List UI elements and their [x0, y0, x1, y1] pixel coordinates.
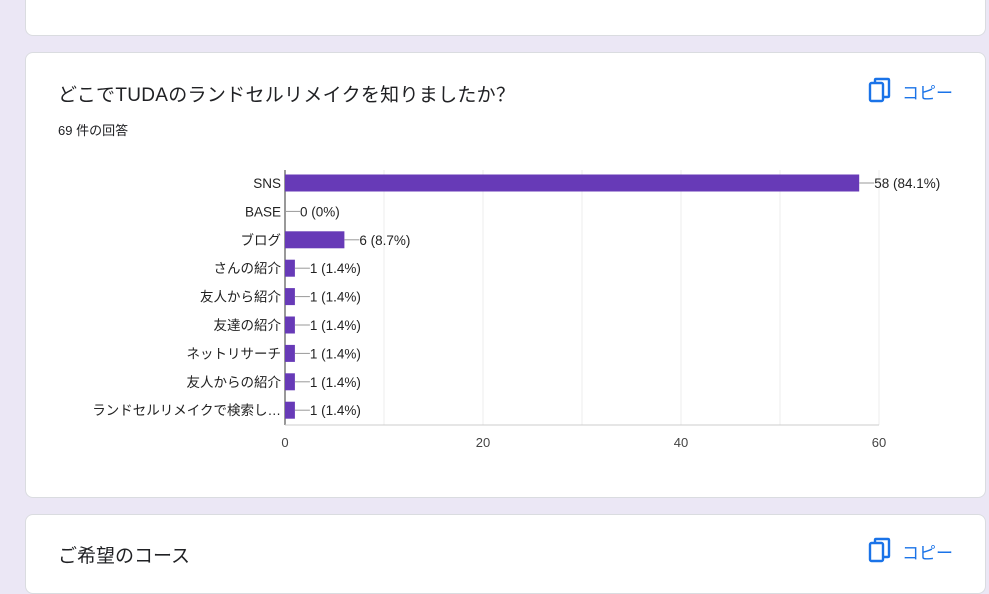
- x-tick-label: 20: [476, 435, 490, 450]
- x-tick-label: 0: [281, 435, 288, 450]
- bar: [285, 401, 295, 419]
- category-label: BASE: [245, 204, 281, 219]
- copy-icon: [868, 537, 892, 565]
- next-question-title: ご希望のコース: [58, 546, 191, 567]
- category-label: 友達の紹介: [214, 318, 282, 333]
- category-label: 友人からの紹介: [187, 375, 282, 390]
- category-label: 友人から紹介: [200, 290, 281, 305]
- bar: [285, 231, 345, 249]
- question-title: どこでTUDAのランドセルリメイクを知りましたか？: [58, 85, 516, 106]
- next-copy-chart-button[interactable]: コピー: [868, 537, 953, 565]
- bar: [285, 174, 860, 192]
- value-label: 1 (1.4%): [310, 318, 361, 333]
- copy-icon: [868, 77, 892, 105]
- copy-label: コピー: [902, 83, 953, 103]
- value-label: 58 (84.1%): [874, 176, 940, 191]
- bar: [285, 316, 295, 334]
- response-count: 69 件の回答: [58, 123, 129, 138]
- question-summary-card: どこでTUDAのランドセルリメイクを知りましたか？ 69 件の回答 コピー 0 2…: [25, 52, 986, 498]
- copy-label: コピー: [902, 543, 953, 563]
- bar-chart: 0 20 40 60 SNS 58 (84.1%) BASE 0 (0%) ブログ 6 (8.7%…: [26, 53, 987, 499]
- value-label: 0 (0%): [300, 204, 340, 219]
- value-label: 1 (1.4%): [310, 290, 361, 305]
- category-label: SNS: [253, 176, 281, 191]
- bar: [285, 373, 295, 391]
- category-label: ランドセルリメイクで検索し…: [92, 403, 281, 418]
- value-label: 1 (1.4%): [310, 375, 361, 390]
- value-label: 1 (1.4%): [310, 403, 361, 418]
- value-label: 1 (1.4%): [310, 346, 361, 361]
- category-label: ネットリサーチ: [187, 346, 282, 361]
- bar: [285, 288, 295, 306]
- bar: [285, 344, 295, 362]
- category-label: さんの紹介: [214, 261, 282, 276]
- previous-question-card: [25, 0, 986, 36]
- next-question-card: ご希望のコース コピー: [25, 514, 986, 594]
- value-label: 1 (1.4%): [310, 261, 361, 276]
- bar-chart-svg: 0 20 40 60 SNS 58 (84.1%) BASE 0 (0%) ブログ 6 (8.7%…: [92, 170, 940, 450]
- x-tick-label: 40: [674, 435, 688, 450]
- copy-chart-button[interactable]: コピー: [868, 77, 953, 105]
- value-label: 6 (8.7%): [359, 233, 410, 248]
- x-tick-label: 60: [872, 435, 886, 450]
- category-label: ブログ: [241, 232, 282, 248]
- bar: [285, 259, 295, 277]
